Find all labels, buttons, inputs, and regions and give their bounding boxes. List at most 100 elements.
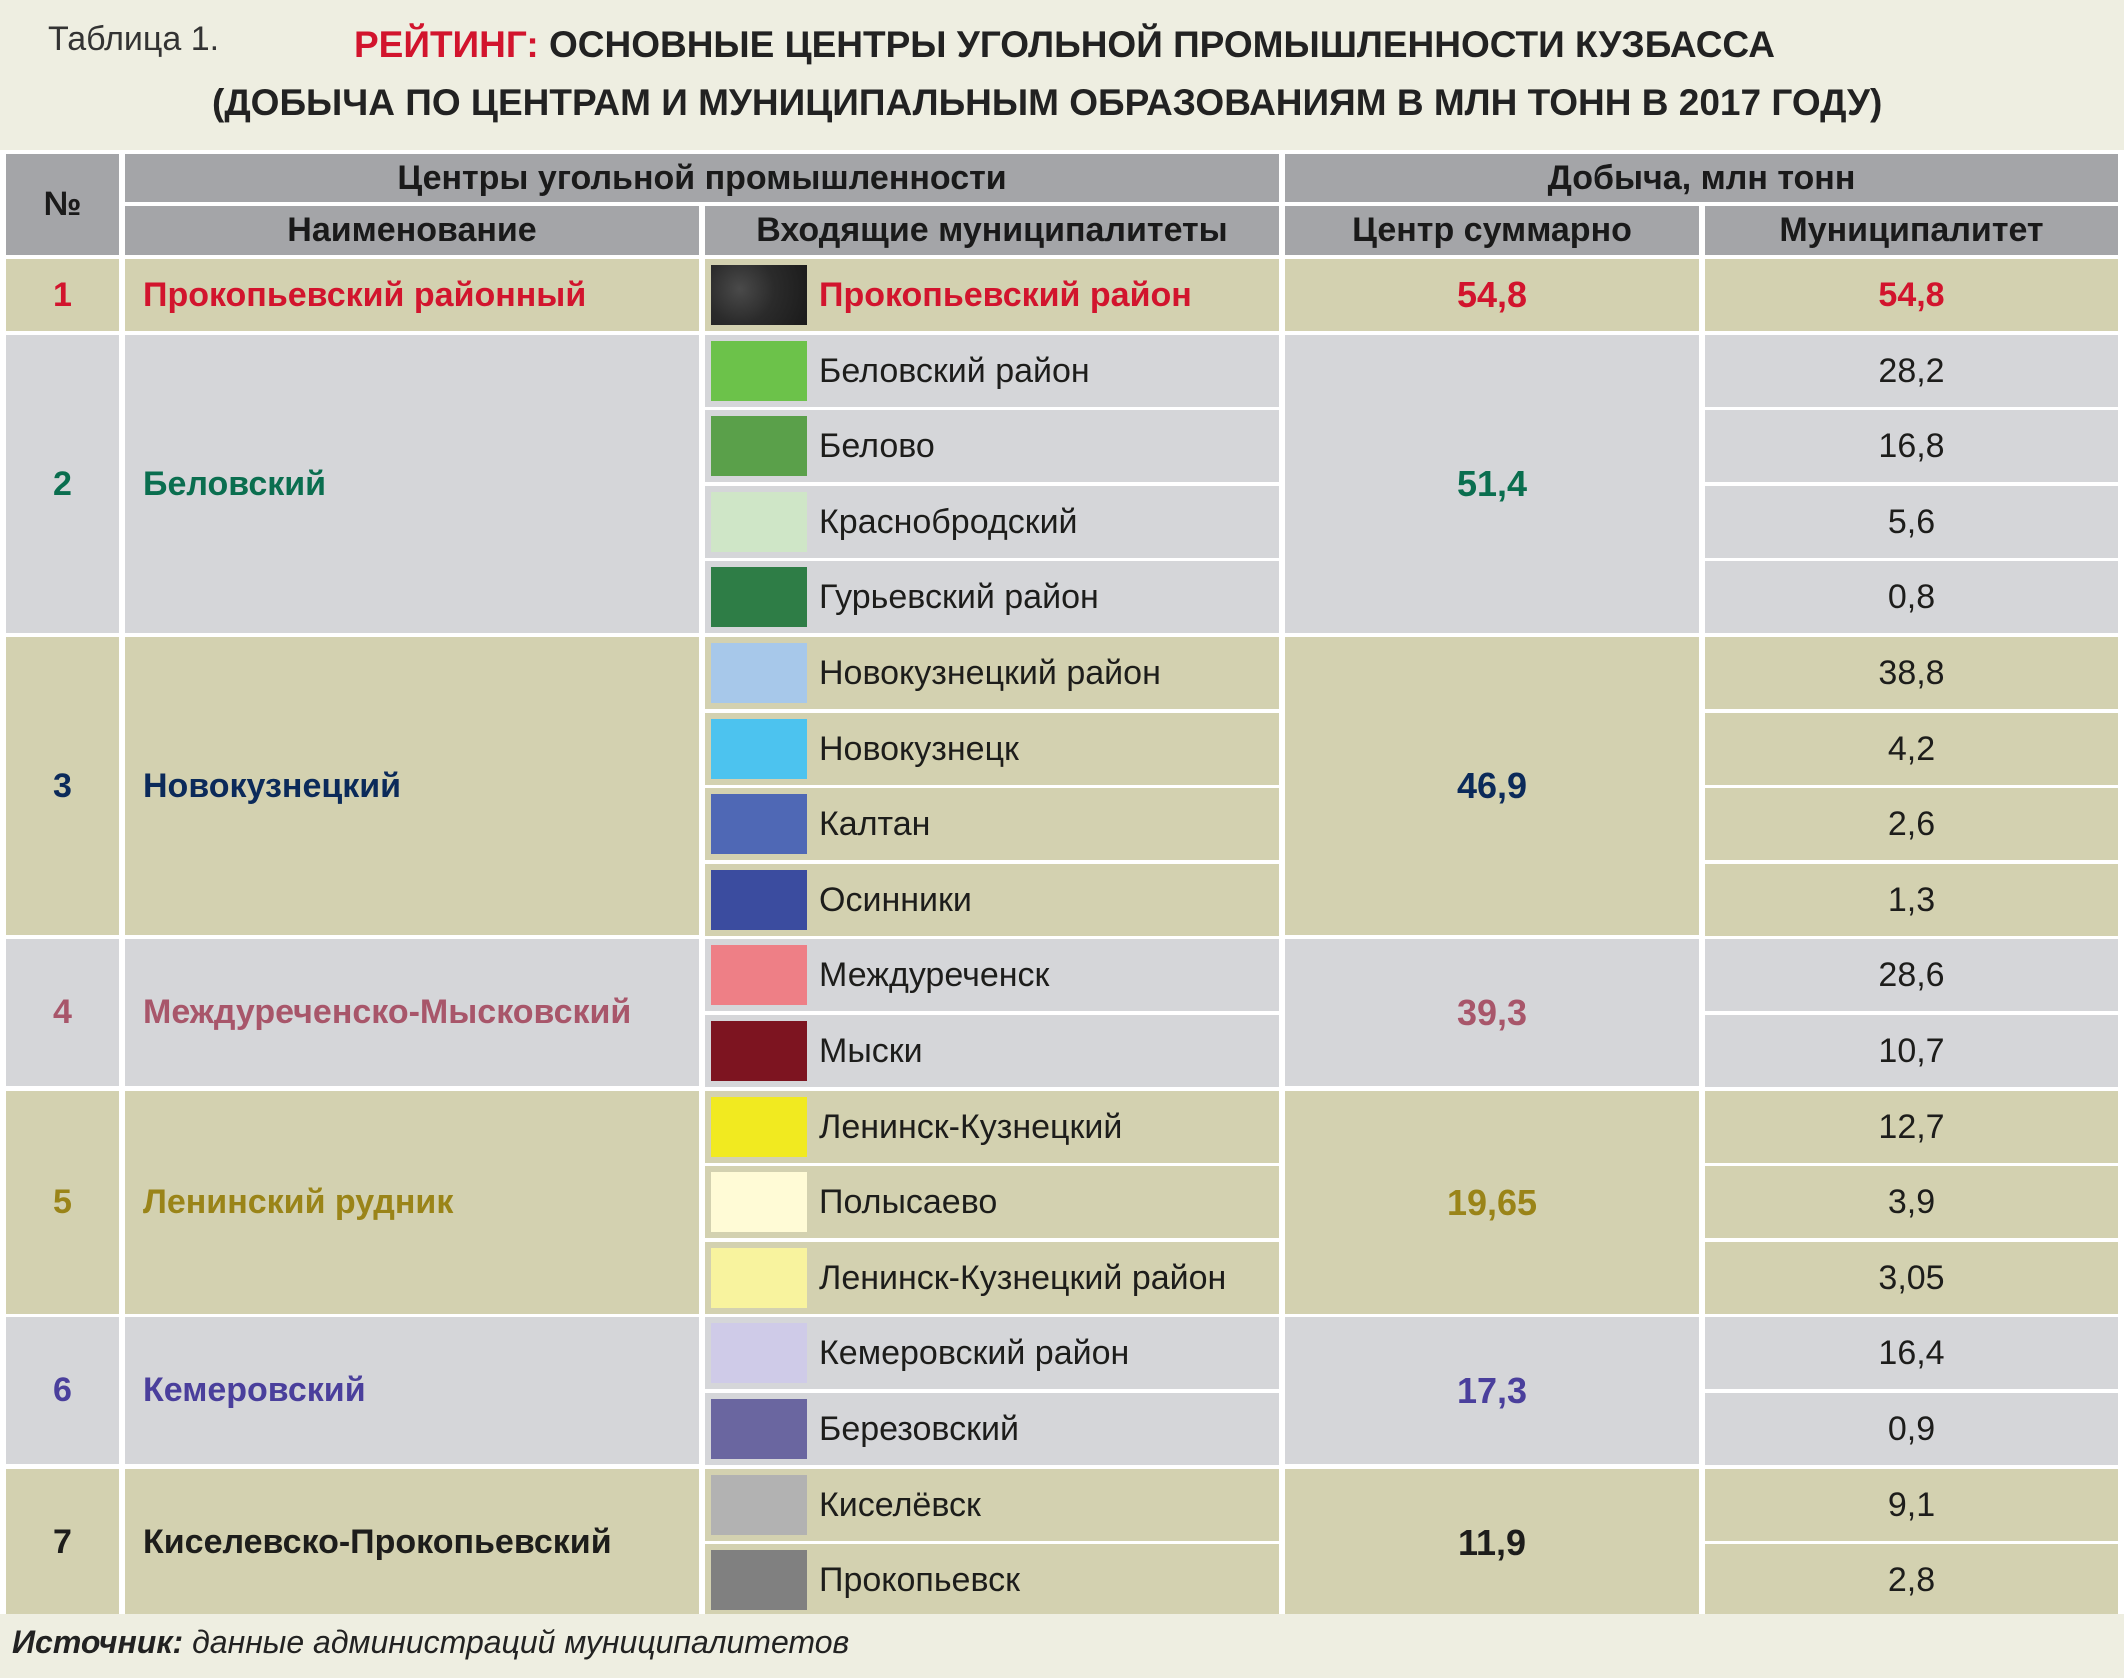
- municipality-value: 9,1: [1705, 1469, 2118, 1541]
- row-number: 6: [6, 1317, 119, 1464]
- title-accent: РЕЙТИНГ:: [354, 24, 539, 65]
- municipality-item: Прокопьевский район: [705, 259, 1279, 331]
- map-color-swatch: [711, 341, 807, 401]
- municipality-name: Мыски: [819, 1031, 923, 1070]
- municipality-value: 28,2: [1705, 335, 2118, 407]
- table-number-label: Таблица 1.: [48, 20, 220, 58]
- center-total: 17,3: [1285, 1317, 1699, 1464]
- municipality-name: Калтан: [819, 804, 931, 843]
- header-total: Центр суммарно: [1285, 206, 1699, 255]
- title-text: ОСНОВНЫЕ ЦЕНТРЫ УГОЛЬНОЙ ПРОМЫШЛЕННОСТИ …: [538, 24, 1775, 65]
- municipality-name: Березовский: [819, 1409, 1019, 1448]
- municipality-item: Калтан: [705, 788, 1279, 860]
- municipality-value: 2,8: [1705, 1544, 2118, 1616]
- center-name: Кемеровский: [125, 1317, 699, 1464]
- row-number: 3: [6, 637, 119, 935]
- municipality-value: 4,2: [1705, 713, 2118, 785]
- municipality-name: Ленинск-Кузнецкий район: [819, 1258, 1227, 1297]
- municipality-item: Новокузнецкий район: [705, 637, 1279, 709]
- header-name: Наименование: [125, 206, 699, 255]
- map-color-swatch: [711, 1248, 807, 1308]
- municipality-value: 12,7: [1705, 1091, 2118, 1163]
- center-name: Прокопьевский районный: [125, 259, 699, 331]
- municipality-value: 10,7: [1705, 1015, 2118, 1087]
- municipality-name: Новокузнецкий район: [819, 653, 1161, 692]
- municipality-item: Новокузнецк: [705, 713, 1279, 785]
- center-total: 51,4: [1285, 335, 1699, 633]
- municipality-name: Кемеровский район: [819, 1333, 1130, 1372]
- map-color-swatch: [711, 1097, 807, 1157]
- municipality-item: Прокопьевск: [705, 1544, 1279, 1616]
- row-number: 1: [6, 259, 119, 331]
- center-total: 54,8: [1285, 259, 1699, 331]
- municipality-item: Киселёвск: [705, 1469, 1279, 1541]
- source-text: данные администраций муниципалитетов: [183, 1624, 850, 1660]
- map-color-swatch: [711, 1323, 807, 1383]
- source-label: Источник:: [12, 1624, 184, 1660]
- municipality-item: Гурьевский район: [705, 561, 1279, 633]
- map-color-swatch: [711, 1475, 807, 1535]
- municipality-value: 38,8: [1705, 637, 2118, 709]
- municipality-name: Киселёвск: [819, 1485, 981, 1524]
- row-number: 4: [6, 939, 119, 1086]
- municipality-item: Осинники: [705, 864, 1279, 936]
- municipality-value: 2,6: [1705, 788, 2118, 860]
- municipality-item: Кемеровский район: [705, 1317, 1279, 1389]
- header-num: №: [6, 154, 119, 255]
- center-name: Ленинский рудник: [125, 1091, 699, 1314]
- municipality-item: Междуреченск: [705, 939, 1279, 1011]
- municipality-name: Прокопьевский район: [819, 275, 1192, 314]
- table-header-area: Таблица 1. РЕЙТИНГ: ОСНОВНЫЕ ЦЕНТРЫ УГОЛ…: [0, 0, 2124, 150]
- map-color-swatch: [711, 870, 807, 930]
- map-color-swatch: [711, 1550, 807, 1610]
- row-number: 2: [6, 335, 119, 633]
- table-footer: Источник: данные администраций муниципал…: [0, 1614, 2124, 1678]
- map-color-swatch: [711, 567, 807, 627]
- municipality-name: Гурьевский район: [819, 577, 1099, 616]
- center-name: Междуреченско-Мысковский: [125, 939, 699, 1086]
- map-color-swatch: [711, 265, 807, 325]
- map-color-swatch: [711, 643, 807, 703]
- municipality-value: 5,6: [1705, 486, 2118, 558]
- municipality-name: Беловский район: [819, 351, 1090, 390]
- source-note: Источник: данные администраций муниципал…: [12, 1624, 849, 1661]
- table-subtitle: (ДОБЫЧА ПО ЦЕНТРАМ И МУНИЦИПАЛЬНЫМ ОБРАЗ…: [212, 82, 1883, 123]
- municipality-item: Березовский: [705, 1393, 1279, 1465]
- municipality-value: 16,8: [1705, 410, 2118, 482]
- municipality-value: 28,6: [1705, 939, 2118, 1011]
- header-municipality-value: Муниципалитет: [1705, 206, 2118, 255]
- center-name: Новокузнецкий: [125, 637, 699, 935]
- municipality-value: 54,8: [1705, 259, 2118, 331]
- center-name: Киселевско-Прокопьевский: [125, 1469, 699, 1616]
- center-total: 46,9: [1285, 637, 1699, 935]
- center-total: 39,3: [1285, 939, 1699, 1086]
- municipality-value: 0,9: [1705, 1393, 2118, 1465]
- map-color-swatch: [711, 416, 807, 476]
- municipality-item: Полысаево: [705, 1166, 1279, 1238]
- municipality-value: 16,4: [1705, 1317, 2118, 1389]
- municipality-item: Краснобродский: [705, 486, 1279, 558]
- municipality-name: Новокузнецк: [819, 729, 1019, 768]
- map-color-swatch: [711, 1399, 807, 1459]
- municipality-name: Прокопьевск: [819, 1560, 1021, 1599]
- municipality-name: Междуреченск: [819, 955, 1050, 994]
- table-title: РЕЙТИНГ: ОСНОВНЫЕ ЦЕНТРЫ УГОЛЬНОЙ ПРОМЫШ…: [354, 24, 1775, 66]
- rating-table: № Центры угольной промышленности Добыча,…: [0, 150, 2124, 1616]
- header-group-production: Добыча, млн тонн: [1285, 154, 2118, 202]
- municipality-item: Мыски: [705, 1015, 1279, 1087]
- municipality-item: Беловский район: [705, 335, 1279, 407]
- municipality-name: Полысаево: [819, 1182, 998, 1221]
- municipality-value: 1,3: [1705, 864, 2118, 936]
- center-total: 11,9: [1285, 1469, 1699, 1616]
- municipality-name: Краснобродский: [819, 502, 1078, 541]
- map-color-swatch: [711, 1021, 807, 1081]
- row-number: 5: [6, 1091, 119, 1314]
- municipality-value: 0,8: [1705, 561, 2118, 633]
- center-total: 19,65: [1285, 1091, 1699, 1314]
- municipality-name: Осинники: [819, 880, 972, 919]
- center-name: Беловский: [125, 335, 699, 633]
- map-color-swatch: [711, 1172, 807, 1232]
- map-color-swatch: [711, 945, 807, 1005]
- municipality-item: Ленинск-Кузнецкий район: [705, 1242, 1279, 1314]
- municipality-name: Ленинск-Кузнецкий: [819, 1107, 1123, 1146]
